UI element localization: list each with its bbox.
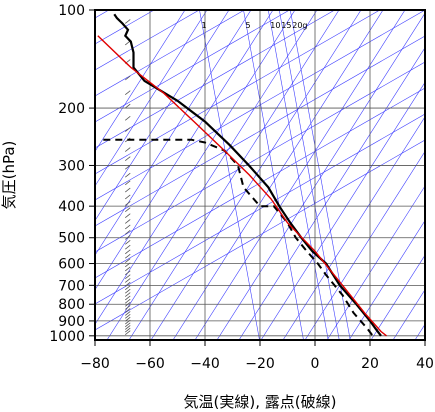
dry-adiabat-line: [95, 10, 296, 325]
dry-adiabat-line: [348, 220, 425, 340]
wind-barb: [125, 288, 131, 294]
wind-barb: [125, 325, 131, 330]
wind-barb: [125, 240, 131, 245]
x-tick-label: −60: [135, 356, 165, 372]
mixing-ratio-label: 10: [270, 21, 280, 30]
wind-barb: [125, 219, 131, 224]
x-tick-label: −20: [245, 356, 275, 372]
y-tick-label: 500: [58, 231, 85, 247]
y-axis-title: 気圧(hPa): [0, 141, 18, 210]
wind-barb: [125, 229, 131, 235]
dry-adiabat-line: [128, 10, 340, 340]
y-tick-label: 300: [58, 158, 85, 174]
dry-adiabat-line: [238, 47, 425, 340]
y-tick-label: 600: [58, 257, 85, 273]
wind-barb: [125, 311, 131, 316]
wind-barb: [125, 319, 131, 325]
x-tick-label: 20: [361, 356, 379, 372]
series-layer: [97, 13, 387, 337]
wind-barb: [125, 270, 131, 276]
wind-barb: [125, 305, 131, 310]
y-tick-label: 900: [58, 314, 85, 330]
wind-barb: [125, 322, 131, 328]
parcel-line: [97, 35, 387, 337]
mixing-ratio-line: [278, 10, 340, 340]
x-tick-label: −40: [190, 356, 220, 372]
dry-adiabat-line: [95, 10, 208, 187]
x-axis-title: 気温(実線), 露点(破線): [184, 393, 337, 411]
mixing-ratio-line: [243, 10, 304, 340]
wind-barb: [125, 172, 131, 178]
wind-barb: [125, 308, 131, 313]
wind-barb: [125, 147, 131, 152]
wind-barb: [125, 90, 131, 96]
x-tick-label: −80: [80, 356, 110, 372]
wind-barb: [125, 258, 131, 263]
dry-adiabat-line: [194, 10, 406, 340]
mixing-ratio-label: 20g: [292, 21, 307, 30]
dewpoint-line: [103, 138, 374, 337]
wind-barb: [125, 295, 131, 301]
wind-barb: [125, 274, 131, 280]
wind-barb: [125, 187, 131, 193]
wind-barb: [125, 330, 131, 335]
dry-adiabat-line: [95, 10, 186, 152]
wind-barb: [125, 180, 131, 186]
wind-barb: [125, 75, 131, 81]
wind-barb: [125, 235, 131, 240]
wind-barb: [125, 103, 131, 109]
wind-barb: [125, 316, 131, 322]
wind-barb: [125, 156, 131, 161]
x-axis: −80 −60 −40 −20 0 20 40: [80, 340, 434, 372]
wind-barb: [125, 266, 131, 272]
dry-adiabat-line: [172, 10, 384, 340]
dry-adiabat-line: [260, 81, 425, 340]
wind-barb: [125, 244, 131, 250]
wind-barb: [125, 127, 131, 132]
wind-barb: [125, 281, 131, 287]
mixing-ratio-labels: 1 5 10 15 20g: [202, 21, 308, 30]
wind-barb: [125, 302, 131, 307]
x-tick-label: 40: [416, 356, 434, 372]
wind-barb: [125, 249, 131, 255]
wind-barb: [125, 253, 131, 259]
grid: [95, 10, 425, 340]
wind-barb: [125, 285, 131, 291]
mixing-ratio-line: [199, 10, 260, 340]
y-tick-label: 100: [58, 3, 85, 19]
temperature-line: [113, 13, 382, 337]
wind-barb: [125, 298, 131, 304]
wind-barb: [125, 224, 131, 230]
dry-adiabat-line: [95, 10, 230, 222]
wind-barb: [125, 164, 131, 170]
dry-adiabat-line: [95, 10, 252, 256]
wind-barb: [125, 292, 131, 297]
wind-barb: [125, 278, 131, 283]
mixing-ratio-label: 1: [202, 21, 207, 30]
y-tick-label: 200: [58, 101, 85, 117]
wind-barb: [125, 201, 131, 206]
y-tick-label: 800: [58, 297, 85, 313]
x-tick-label: 0: [311, 356, 320, 372]
mixing-ratio-line: [289, 10, 351, 340]
wind-barb: [125, 327, 131, 333]
wind-barb: [125, 194, 131, 200]
wind-barb: [125, 19, 131, 24]
wind-barb: [125, 115, 131, 121]
dry-adiabat-line: [392, 289, 425, 340]
mixing-ratio-label: 5: [246, 21, 251, 30]
y-tick-label: 1000: [49, 329, 85, 345]
wind-barb: [125, 262, 131, 268]
dry-adiabat-line: [282, 116, 425, 340]
wind-barb: [125, 207, 131, 213]
y-tick-label: 700: [58, 278, 85, 294]
y-tick-label: 400: [58, 199, 85, 215]
wind-barb: [125, 213, 131, 219]
mixing-ratio-label: 15: [281, 21, 291, 30]
wind-barb: [125, 314, 131, 319]
